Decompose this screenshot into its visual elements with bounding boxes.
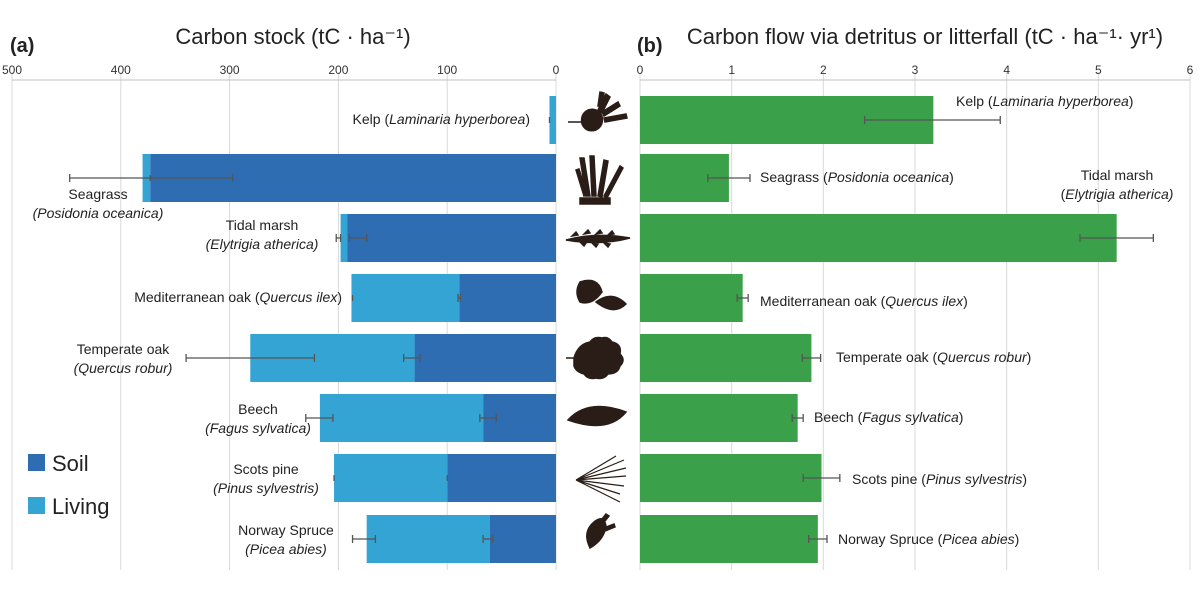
panel-b-tick-label: 4 <box>1003 63 1010 77</box>
panel-a-category-label-name: Seagrass <box>68 186 127 202</box>
panel-a-bar-soil <box>459 274 556 322</box>
panel-a-error-soil <box>457 294 461 302</box>
tidal-marsh-icon <box>565 228 631 249</box>
panel-b-tick-label: 6 <box>1187 63 1194 77</box>
panel-b-error <box>736 294 749 302</box>
panel-a-tick-label: 0 <box>553 63 560 77</box>
panel-b-category-label-name: Tidal marsh <box>1081 167 1154 183</box>
panel-b-bar <box>640 334 812 382</box>
panel-b-category-label: Norway Spruce (Picea abies) <box>838 531 1019 547</box>
panel-a-bars <box>69 96 556 563</box>
legend-label-living: Living <box>52 494 109 519</box>
panel-b-tick-label: 2 <box>820 63 827 77</box>
panel-a-error-living <box>351 535 377 543</box>
seagrass-icon <box>575 155 624 205</box>
panel-a-tick-label: 200 <box>328 63 348 77</box>
panel-b-bar <box>640 394 798 442</box>
panel-a-bar-soil <box>414 334 556 382</box>
beech-icon <box>566 405 628 427</box>
panel-a-bar-living <box>319 394 484 442</box>
legend: Soil Living <box>28 451 109 519</box>
panel-a-bar-living <box>334 454 448 502</box>
panel-a-label: (a) <box>10 35 34 57</box>
panel-a-category-label-species: (Elytrigia atherica) <box>206 236 319 252</box>
panel-a-tick-label: 500 <box>2 63 22 77</box>
panel-a-bar-soil <box>489 515 556 563</box>
panel-a-category-label: Kelp (Laminaria hyperborea) <box>353 111 530 127</box>
temperate-oak-icon <box>566 336 624 380</box>
scots-pine-icon <box>575 455 627 503</box>
panel-b-bar <box>640 515 818 563</box>
panel-b-category-label-species: (Elytrigia atherica) <box>1061 186 1174 202</box>
panel-a-bar-soil <box>347 214 556 262</box>
panel-a-bar-living <box>340 214 348 262</box>
panel-b-error <box>707 174 751 182</box>
panel-b-category-label: Seagrass (Posidonia oceanica) <box>760 169 954 185</box>
panel-b-category-label: Scots pine (Pinus sylvestris) <box>852 471 1027 487</box>
panel-a-bar-living <box>366 515 490 563</box>
legend-swatch-living <box>28 497 45 514</box>
panel-a-error-soil <box>479 414 497 422</box>
legend-swatch-soil <box>28 454 45 471</box>
panel-a-error-living <box>69 174 234 182</box>
panel-b-bar <box>640 454 822 502</box>
category-labels: Kelp (Laminaria hyperborea) Seagrass (Posi… <box>33 93 1174 557</box>
panel-a-tick-label: 300 <box>220 63 240 77</box>
panel-b-error <box>791 414 804 422</box>
panel-b-label: (b) <box>637 35 663 57</box>
panel-a-category-label-name: Tidal marsh <box>226 217 299 233</box>
panel-b-error <box>863 116 1001 124</box>
panel-a-error-living <box>185 354 316 362</box>
panel-a-tick-label: 400 <box>111 63 131 77</box>
panel-b-tick-label: 5 <box>1095 63 1102 77</box>
panel-b-bars <box>640 96 1154 563</box>
panel-a-error-living <box>335 234 342 242</box>
panel-a-bar-living <box>549 96 556 144</box>
panel-b-category-label: Temperate oak (Quercus robur) <box>836 349 1031 365</box>
panel-a-category-label-species: (Fagus sylvatica) <box>205 420 311 436</box>
panel-a-error-soil <box>482 535 494 543</box>
panel-b-category-label: Mediterranean oak (Quercus ilex) <box>760 293 968 309</box>
panel-a-category-label-name: Norway Spruce <box>238 522 334 538</box>
panel-a-error-soil <box>348 234 368 242</box>
panel-a-category-label: Mediterranean oak (Quercus ilex) <box>134 289 342 305</box>
species-icons <box>565 91 631 550</box>
panel-b-error <box>802 474 841 482</box>
panel-a-error-living <box>305 414 334 422</box>
panel-a-category-label-species: (Quercus robur) <box>74 360 173 376</box>
panel-b-tick-label: 1 <box>728 63 735 77</box>
panel-a-title: Carbon stock (tC · ha⁻¹) <box>175 24 410 49</box>
panel-a-error-soil <box>403 354 421 362</box>
panel-b-title: Carbon flow via detritus or litterfall (… <box>687 24 1163 49</box>
mediterranean-oak-icon <box>576 279 628 311</box>
panel-b-error <box>801 354 822 362</box>
panel-b-category-label: Beech (Fagus sylvatica) <box>814 409 963 425</box>
panel-a-category-label-species: (Picea abies) <box>245 541 327 557</box>
legend-label-soil: Soil <box>52 451 89 476</box>
panel-a-bar-living <box>351 274 460 322</box>
panel-b-error <box>808 535 828 543</box>
panel-b-bar <box>640 274 743 322</box>
panel-b-category-label: Kelp (Laminaria hyperborea) <box>956 93 1133 109</box>
panel-a-tick-label: 100 <box>437 63 457 77</box>
panel-b-error <box>1079 234 1154 242</box>
panel-a-bar-soil <box>447 454 556 502</box>
panel-b-tick-label: 3 <box>912 63 919 77</box>
panel-a-category-label-species: (Posidonia oceanica) <box>33 205 164 221</box>
norway-spruce-icon <box>586 512 616 550</box>
panel-a-category-label-name: Temperate oak <box>77 341 171 357</box>
panel-a-category-label-name: Beech <box>238 401 278 417</box>
panel-b-bar <box>640 214 1117 262</box>
panel-a-category-label-name: Scots pine <box>233 461 299 477</box>
panel-a-category-label-species: (Pinus sylvestris) <box>213 480 319 496</box>
kelp-icon <box>568 91 628 132</box>
panel-b-tick-label: 0 <box>637 63 644 77</box>
